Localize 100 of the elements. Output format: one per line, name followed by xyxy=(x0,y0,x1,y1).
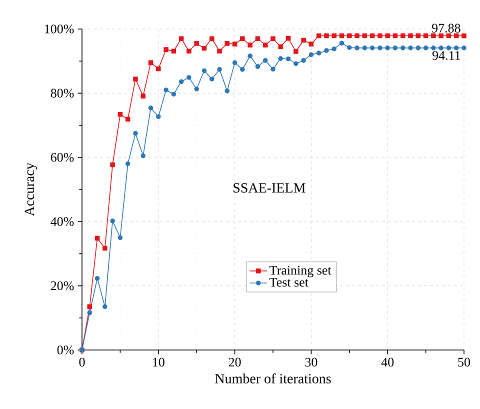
point xyxy=(224,41,230,46)
point xyxy=(194,86,199,92)
point xyxy=(362,33,368,38)
point xyxy=(423,33,428,38)
point xyxy=(301,38,306,43)
point xyxy=(308,42,314,46)
legend-label: Test set xyxy=(270,278,308,287)
x-tick-label: 20 xyxy=(228,358,241,367)
point xyxy=(262,42,268,48)
annotation: SSAE-IELM xyxy=(234,183,306,193)
point xyxy=(255,64,260,69)
point xyxy=(438,46,444,50)
point xyxy=(94,276,100,281)
point xyxy=(385,33,390,38)
point xyxy=(178,36,184,42)
point xyxy=(431,46,436,50)
point xyxy=(378,33,382,38)
point xyxy=(133,130,138,136)
point xyxy=(118,112,123,117)
point xyxy=(324,33,329,38)
point xyxy=(125,161,130,166)
point xyxy=(400,33,406,38)
point xyxy=(308,52,314,58)
point xyxy=(346,45,352,50)
point xyxy=(156,66,161,72)
point xyxy=(392,46,398,50)
point xyxy=(423,46,428,50)
point xyxy=(278,56,284,61)
annotation: 97.88 xyxy=(432,24,460,33)
point xyxy=(140,153,146,158)
point xyxy=(209,76,214,82)
point xyxy=(156,114,161,120)
point xyxy=(408,46,413,50)
y-tick-label: 40% xyxy=(50,217,74,226)
point xyxy=(431,33,436,38)
point xyxy=(164,47,168,52)
point xyxy=(294,49,298,54)
point xyxy=(110,162,115,168)
x-tick-label: 10 xyxy=(153,358,164,367)
point xyxy=(255,36,260,42)
point xyxy=(286,56,291,62)
y-axis-title: Accuracy xyxy=(24,162,38,216)
point xyxy=(446,33,452,38)
y-tick-label: 80% xyxy=(50,88,74,98)
x-tick-label: 30 xyxy=(305,358,318,367)
point xyxy=(186,75,192,80)
point xyxy=(133,76,138,82)
point xyxy=(202,68,207,74)
point xyxy=(118,235,123,240)
point xyxy=(378,46,382,50)
point xyxy=(301,58,306,63)
point xyxy=(408,33,413,38)
point xyxy=(400,46,406,50)
point xyxy=(438,33,444,38)
point xyxy=(87,310,92,316)
point xyxy=(454,33,459,38)
point xyxy=(316,50,322,56)
point xyxy=(332,33,337,38)
point xyxy=(232,42,238,46)
point xyxy=(140,94,146,98)
point xyxy=(286,36,291,41)
point xyxy=(87,304,92,310)
point xyxy=(354,46,360,50)
point xyxy=(240,36,245,42)
point xyxy=(339,33,344,38)
point xyxy=(148,106,154,110)
x-tick-label: 40 xyxy=(381,358,394,367)
point xyxy=(148,60,154,66)
point xyxy=(125,116,130,122)
point xyxy=(171,48,176,54)
point xyxy=(416,46,421,50)
x-axis-title: Number of iterations xyxy=(215,373,331,384)
point xyxy=(94,236,100,241)
point xyxy=(354,33,360,38)
point xyxy=(248,42,252,48)
y-tick-label: 0% xyxy=(57,346,74,354)
point xyxy=(270,66,276,72)
point xyxy=(316,33,322,38)
annotation: 94.11 xyxy=(432,51,460,60)
point xyxy=(209,36,214,42)
y-tick-label: 20% xyxy=(50,281,74,290)
point xyxy=(370,46,375,50)
point xyxy=(202,46,207,51)
point xyxy=(385,46,390,50)
point xyxy=(462,46,466,50)
point xyxy=(416,33,421,38)
point xyxy=(392,33,398,38)
point xyxy=(454,46,459,50)
x-tick-label: 0 xyxy=(79,358,85,367)
point xyxy=(248,54,252,58)
point xyxy=(178,79,184,84)
point xyxy=(339,40,344,46)
point xyxy=(270,36,276,42)
point xyxy=(186,48,192,54)
point xyxy=(217,48,222,54)
point xyxy=(240,67,245,72)
x-tick-label: 50 xyxy=(458,358,470,367)
point xyxy=(294,61,298,66)
point xyxy=(102,246,108,251)
point xyxy=(110,218,115,224)
